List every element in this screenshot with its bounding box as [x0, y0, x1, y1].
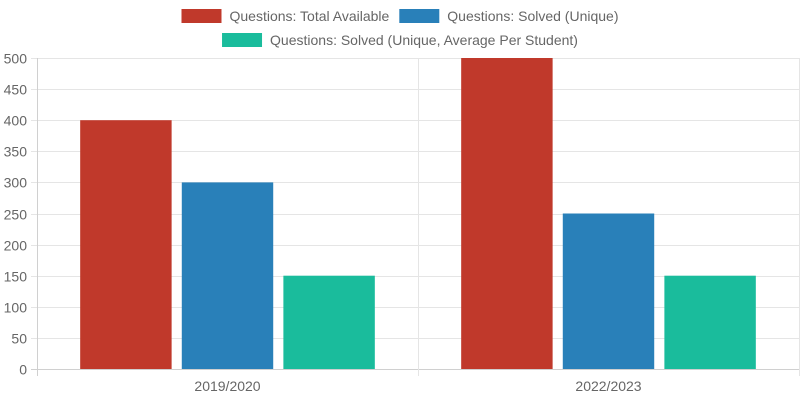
y-tick-label: 100: [4, 300, 28, 316]
legend-swatch: [222, 33, 263, 47]
y-tick-label: 200: [4, 238, 28, 254]
bar: [664, 275, 756, 369]
bar: [80, 120, 172, 369]
legend-item[interactable]: Questions: Solved (Unique, Average Per S…: [222, 32, 578, 48]
y-tick-label: 450: [4, 82, 28, 98]
x-tick-label: 2019/2020: [194, 378, 260, 394]
y-axis-tick-labels: 0 50 100 150 200 250 300 350 400 450 500: [4, 51, 28, 378]
y-tick-label: 50: [11, 331, 27, 347]
legend: Questions: Total Available Questions: Sol…: [181, 8, 619, 48]
y-tick-label: 500: [4, 51, 28, 67]
bars: [80, 58, 756, 369]
legend-item[interactable]: Questions: Solved (Unique): [399, 8, 619, 24]
legend-label: Questions: Solved (Unique, Average Per S…: [270, 32, 578, 48]
bar: [461, 58, 553, 369]
legend-item[interactable]: Questions: Total Available: [181, 8, 390, 24]
legend-swatch: [181, 9, 222, 23]
legend-label: Questions: Total Available: [229, 8, 389, 24]
x-tick-label: 2022/2023: [575, 378, 641, 394]
y-tick-label: 0: [19, 362, 27, 378]
bar: [283, 275, 375, 369]
bar: [181, 182, 274, 369]
bar: [562, 213, 655, 369]
x-axis-tick-labels: 2019/2020 2022/2023: [194, 378, 641, 394]
legend-label: Questions: Solved (Unique): [447, 8, 618, 24]
y-tick-label: 350: [4, 144, 28, 160]
y-tick-label: 300: [4, 175, 28, 191]
y-tick-label: 150: [4, 269, 28, 285]
y-tick-label: 250: [4, 207, 28, 223]
y-tick-label: 400: [4, 113, 28, 129]
legend-swatch: [399, 9, 440, 23]
